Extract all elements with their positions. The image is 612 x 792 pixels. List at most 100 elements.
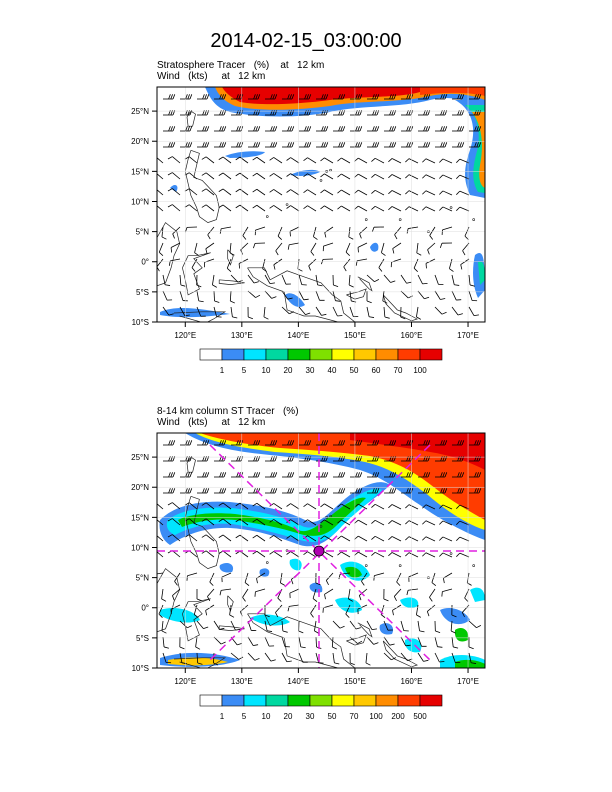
- wind-barb-feather: [442, 126, 445, 132]
- wind-barb-feather: [235, 534, 241, 539]
- wind-barb-feather: [427, 94, 431, 100]
- wind-barb-feather: [303, 551, 308, 556]
- wind-barb-feather: [337, 205, 342, 210]
- wind-barb-feather: [376, 472, 380, 478]
- wind-barb-feather: [359, 440, 363, 446]
- wind-barb-feather: [223, 94, 227, 100]
- wind-barb: [290, 157, 300, 164]
- colorbar-swatch: [287, 694, 311, 707]
- wind-barb-feather: [371, 227, 375, 233]
- wind-barb-feather: [252, 502, 258, 507]
- wind-barb: [230, 652, 239, 660]
- wind-barb-feather: [201, 156, 207, 160]
- wind-barb: [315, 636, 317, 648]
- wind-barb-feather: [355, 488, 358, 494]
- wind-barb-feather: [439, 158, 444, 163]
- wind-barb-feather: [457, 488, 460, 494]
- wind-barb-feather: [269, 157, 274, 161]
- wind-barb-feather: [321, 440, 324, 446]
- wind-barb-feather: [203, 626, 209, 630]
- lat-label: 0°: [141, 258, 149, 267]
- wind-barb-feather: [252, 518, 258, 523]
- wind-barb-feather: [456, 206, 461, 211]
- wind-barb: [348, 588, 351, 599]
- wind-barb: [264, 274, 271, 284]
- wind-barb: [442, 504, 453, 510]
- wind-barb-feather: [405, 206, 410, 211]
- lon-label: 130°E: [231, 331, 253, 340]
- wind-barb-feather: [345, 613, 350, 618]
- wind-barb-feather: [449, 268, 454, 272]
- wind-barb-feather: [422, 206, 427, 211]
- wind-barb: [298, 290, 305, 301]
- wind-barb-feather: [355, 440, 358, 446]
- wind-barb-feather: [320, 173, 325, 178]
- wind-barb-feather: [392, 248, 395, 254]
- wind-barb: [162, 274, 166, 285]
- wind-barb-feather: [478, 472, 482, 478]
- wind-barb-feather: [443, 578, 445, 584]
- wind-barb: [443, 572, 453, 579]
- wind-barb: [239, 502, 249, 510]
- wind-barb: [290, 519, 300, 526]
- wind-barb: [307, 189, 317, 196]
- wind-barb-feather: [317, 284, 323, 287]
- colorbar-label: 50: [328, 712, 337, 721]
- wind-barb-feather: [275, 612, 279, 618]
- wind-barb: [408, 158, 419, 164]
- wind-barb-feather: [323, 440, 326, 446]
- wind-barb: [358, 551, 368, 558]
- wind-barb: [157, 519, 164, 526]
- wind-barb-feather: [400, 316, 406, 320]
- wind-barb-feather: [218, 156, 224, 160]
- wind-barb: [280, 572, 283, 583]
- wind-barb-feather: [325, 580, 329, 586]
- colorbar-swatch: [397, 694, 421, 707]
- wind-barb-feather: [194, 252, 199, 256]
- wind-barb-feather: [323, 142, 326, 148]
- wind-barb: [425, 504, 436, 510]
- wind-barb-feather: [158, 613, 163, 618]
- wind-barb: [459, 158, 470, 164]
- wind-barb: [298, 636, 302, 647]
- wind-barb-feather: [376, 488, 380, 494]
- wind-barb-feather: [423, 126, 426, 132]
- wind-barb-feather: [219, 228, 222, 234]
- wind-barb-feather: [244, 582, 250, 586]
- wind-barb-feather: [238, 94, 241, 100]
- wind-barb: [324, 551, 334, 558]
- wind-barb-feather: [461, 142, 465, 148]
- wind-barb-feather: [333, 284, 339, 287]
- wind-barb: [413, 258, 419, 269]
- wind-barb-feather: [422, 190, 427, 195]
- coastline: [346, 634, 367, 646]
- wind-barb-feather: [287, 472, 290, 478]
- wind-barb-feather: [172, 595, 175, 601]
- wind-barb-feather: [151, 204, 155, 206]
- wind-barb-feather: [184, 204, 190, 208]
- wind-barb-feather: [201, 172, 207, 176]
- wind-barb-feather: [253, 126, 256, 132]
- wind-barb-feather: [425, 488, 428, 494]
- wind-barb-feather: [355, 94, 358, 100]
- wind-barb: [366, 636, 374, 645]
- wind-barb-feather: [184, 314, 190, 317]
- wind-barb-feather: [340, 142, 343, 148]
- wind-barb-feather: [461, 94, 465, 100]
- wind-barb-feather: [371, 536, 376, 540]
- colorbar-label: 5: [242, 366, 247, 375]
- wind-barb: [359, 226, 368, 234]
- wind-barb-feather: [422, 158, 427, 163]
- wind-barb: [256, 204, 266, 212]
- wind-barb-feather: [287, 488, 290, 494]
- wind-barb: [256, 534, 266, 542]
- wind-barb: [281, 306, 290, 315]
- wind-barb: [451, 274, 455, 285]
- wind-barb: [357, 604, 368, 610]
- wind-barb-feather: [235, 204, 241, 209]
- wind-barb-feather: [179, 646, 185, 650]
- colorbar-panel1: 1 5 10 20 30 40 50 60 70 100: [199, 348, 443, 375]
- wind-barb-feather: [218, 534, 224, 538]
- wind-barb-feather: [189, 94, 193, 100]
- wind-barb: [161, 226, 164, 237]
